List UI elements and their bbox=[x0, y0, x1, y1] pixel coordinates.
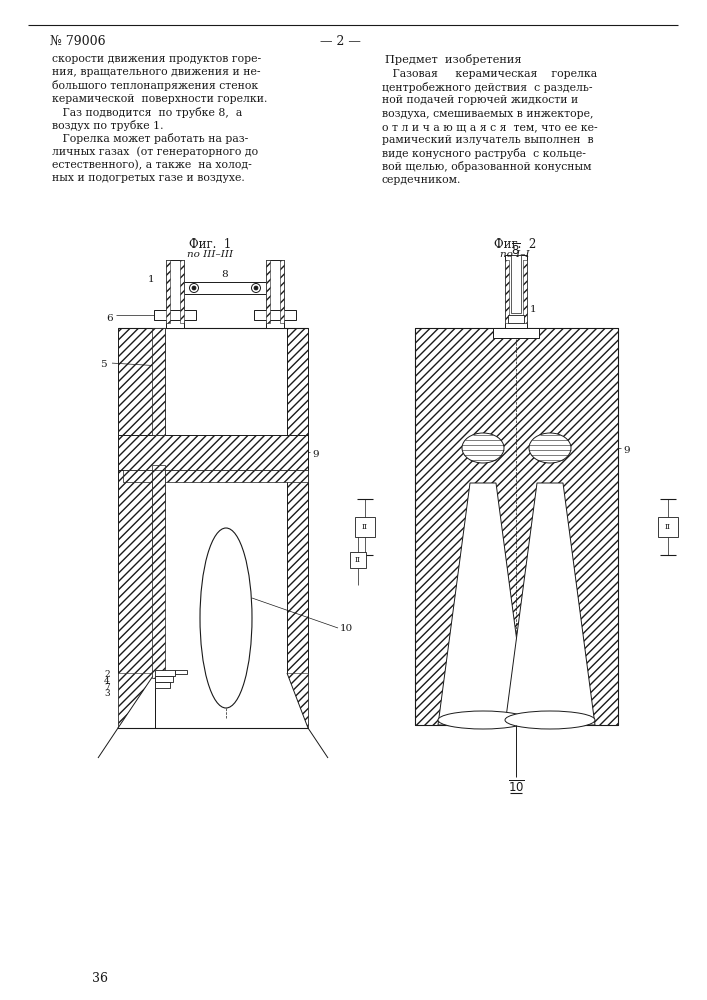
Bar bbox=[118, 673, 155, 728]
Polygon shape bbox=[118, 673, 155, 728]
Bar bbox=[505, 260, 509, 323]
Bar bbox=[118, 328, 308, 728]
Bar bbox=[152, 465, 165, 570]
Bar bbox=[266, 260, 270, 323]
Text: $\overline{10}$: $\overline{10}$ bbox=[508, 780, 525, 796]
Bar bbox=[152, 328, 165, 435]
Text: Фиг.  1: Фиг. 1 bbox=[189, 238, 231, 251]
Text: 10: 10 bbox=[340, 624, 354, 633]
Text: 36: 36 bbox=[92, 972, 108, 985]
Text: № 79006: № 79006 bbox=[50, 35, 105, 48]
Bar bbox=[266, 260, 284, 328]
Text: ной подачей горючей жидкости и: ной подачей горючей жидкости и bbox=[382, 95, 578, 105]
Bar bbox=[155, 676, 173, 682]
Text: — 2 —: — 2 — bbox=[320, 35, 361, 48]
Ellipse shape bbox=[462, 433, 504, 463]
Circle shape bbox=[252, 284, 260, 292]
Text: по III–III: по III–III bbox=[187, 250, 233, 259]
Text: виде конусного раструба  с кольце-: виде конусного раструба с кольце- bbox=[382, 148, 586, 159]
Text: ния, вращательного движения и не-: ния, вращательного движения и не- bbox=[52, 67, 260, 77]
Bar bbox=[254, 310, 296, 320]
Text: большого теплонапряжения стенок: большого теплонапряжения стенок bbox=[52, 80, 258, 91]
Polygon shape bbox=[438, 483, 528, 725]
Bar bbox=[118, 435, 308, 470]
Bar bbox=[123, 470, 308, 482]
Text: вой щелью, образованной конусным: вой щелью, образованной конусным bbox=[382, 161, 592, 172]
Bar bbox=[508, 315, 524, 323]
Bar bbox=[415, 328, 618, 725]
Text: 7: 7 bbox=[104, 683, 110, 692]
Text: 1: 1 bbox=[530, 305, 537, 314]
Bar bbox=[493, 328, 539, 338]
Text: рамический излучатель выполнен  в: рамический излучатель выполнен в bbox=[382, 135, 594, 145]
Text: воздуха, смешиваемых в инжекторе,: воздуха, смешиваемых в инжекторе, bbox=[382, 109, 593, 119]
Text: Предмет  изобретения: Предмет изобретения bbox=[385, 54, 522, 65]
Bar bbox=[280, 260, 284, 323]
Text: о т л и ч а ю щ а я с я  тем, что ее ке-: о т л и ч а ю щ а я с я тем, что ее ке- bbox=[382, 122, 597, 132]
Bar bbox=[175, 670, 187, 674]
Text: Газовая     керамическая    горелка: Газовая керамическая горелка bbox=[382, 69, 597, 79]
Bar bbox=[350, 552, 366, 568]
Text: 2: 2 bbox=[104, 670, 110, 679]
Circle shape bbox=[192, 286, 196, 290]
Ellipse shape bbox=[505, 711, 595, 729]
Bar bbox=[658, 517, 678, 537]
Text: 3: 3 bbox=[104, 689, 110, 698]
Text: 1: 1 bbox=[148, 275, 155, 284]
Text: воздух по трубке 1.: воздух по трубке 1. bbox=[52, 120, 163, 131]
Polygon shape bbox=[287, 673, 308, 728]
Text: II: II bbox=[355, 556, 361, 564]
Text: II: II bbox=[362, 523, 368, 531]
Bar bbox=[166, 260, 184, 328]
Text: $\overline{8}$: $\overline{8}$ bbox=[511, 243, 521, 259]
Bar bbox=[180, 260, 184, 323]
Ellipse shape bbox=[200, 528, 252, 708]
Bar bbox=[523, 260, 527, 323]
Text: Газ подводится  по трубке 8,  а: Газ подводится по трубке 8, а bbox=[52, 107, 243, 118]
Bar bbox=[154, 310, 196, 320]
Text: керамической  поверхности горелки.: керамической поверхности горелки. bbox=[52, 94, 267, 104]
Bar bbox=[165, 328, 287, 435]
Bar bbox=[287, 673, 308, 728]
Polygon shape bbox=[118, 673, 155, 728]
Circle shape bbox=[189, 284, 199, 292]
Text: ных и подогретых газе и воздухе.: ных и подогретых газе и воздухе. bbox=[52, 173, 245, 183]
Text: личных газах  (от генераторного до: личных газах (от генераторного до bbox=[52, 146, 258, 157]
Bar bbox=[155, 470, 287, 728]
Text: 4: 4 bbox=[104, 677, 110, 686]
Text: II: II bbox=[665, 523, 671, 531]
Text: Горелка может работать на раз-: Горелка может работать на раз- bbox=[52, 133, 248, 144]
Text: 5: 5 bbox=[100, 360, 107, 369]
Circle shape bbox=[254, 286, 258, 290]
Text: 9: 9 bbox=[623, 446, 630, 455]
Text: по I–I: по I–I bbox=[500, 250, 530, 259]
Bar bbox=[355, 517, 375, 537]
Text: 8: 8 bbox=[221, 270, 228, 279]
Text: сердечником.: сердечником. bbox=[382, 175, 462, 185]
Ellipse shape bbox=[529, 433, 571, 463]
Bar bbox=[511, 255, 521, 313]
Text: Фиг.  2: Фиг. 2 bbox=[494, 238, 536, 251]
Polygon shape bbox=[505, 483, 595, 725]
Text: скорости движения продуктов горе-: скорости движения продуктов горе- bbox=[52, 54, 261, 64]
Bar bbox=[505, 255, 527, 328]
Text: 9: 9 bbox=[312, 450, 319, 459]
Text: естественного), а также  на холод-: естественного), а также на холод- bbox=[52, 160, 252, 170]
Ellipse shape bbox=[438, 711, 528, 729]
Bar bbox=[152, 470, 165, 678]
Text: центробежного действия  с раздель-: центробежного действия с раздель- bbox=[382, 82, 592, 93]
Text: 6: 6 bbox=[106, 314, 112, 323]
Bar bbox=[184, 282, 266, 294]
Bar bbox=[155, 682, 170, 688]
Bar bbox=[166, 260, 170, 323]
Bar bbox=[155, 670, 175, 676]
